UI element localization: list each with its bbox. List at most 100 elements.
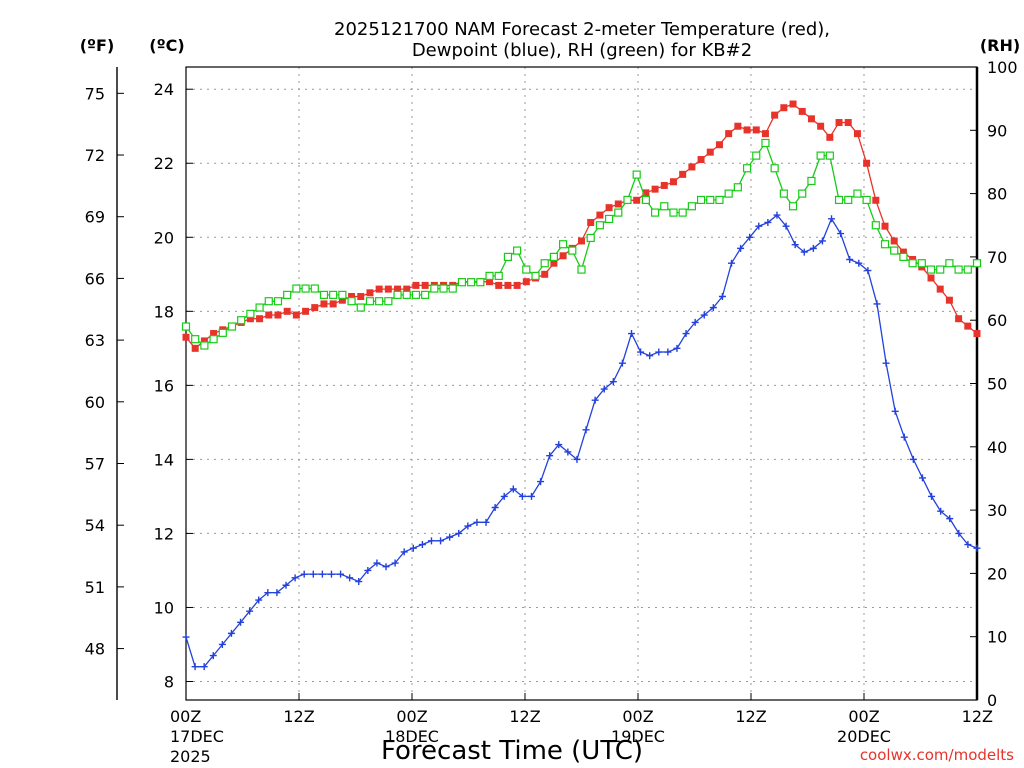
- temperature-point: [587, 218, 595, 226]
- celsius-tick-label: 20: [154, 228, 174, 247]
- rh-point: [402, 290, 411, 299]
- dewpoint-point: [455, 529, 463, 537]
- dewpoint-point: [237, 618, 245, 626]
- x-tick-label-time: 00Z: [170, 707, 201, 726]
- rh-point: [936, 265, 945, 274]
- dewpoint-point: [882, 359, 890, 367]
- x-tick-label-date: 19DEC: [611, 727, 665, 746]
- dewpoint-point: [682, 330, 690, 338]
- dewpoint-point: [464, 522, 472, 530]
- x-tick-label-date: 20DEC: [837, 727, 891, 746]
- dewpoint-point: [555, 441, 563, 449]
- temperature-point: [550, 259, 558, 267]
- celsius-tick-label: 16: [154, 376, 174, 395]
- rh-point: [191, 335, 200, 344]
- temperature-point: [844, 119, 852, 127]
- rh-point: [972, 259, 982, 268]
- dewpoint-point: [346, 574, 354, 582]
- temperature-point: [899, 248, 907, 256]
- fahrenheit-tick-label: 51: [85, 578, 105, 597]
- dewpoint-point: [191, 663, 199, 671]
- fahrenheit-tick-label: 72: [85, 146, 105, 165]
- celsius-tick-label: 24: [154, 80, 174, 99]
- data-series: [181, 100, 982, 671]
- rh-point: [457, 278, 467, 287]
- temperature-point: [200, 337, 208, 345]
- rh-point: [568, 246, 577, 255]
- dewpoint-point: [573, 455, 581, 463]
- temperature-point: [890, 237, 898, 245]
- dewpoint-series: [182, 211, 981, 671]
- rh-point: [908, 259, 917, 268]
- tick-labels: 8 10 12 14 16 18 20 22 24 48 51 54 57 60 63 66 69 72 75 0 10…: [85, 58, 1018, 766]
- dewpoint-point: [946, 515, 954, 523]
- fahrenheit-tick-label: 75: [85, 84, 105, 103]
- rh-point: [227, 322, 237, 331]
- temperature-point: [642, 189, 650, 197]
- temperature-point: [817, 122, 825, 130]
- rh-point: [862, 195, 871, 205]
- fahrenheit-tick-label: 57: [85, 454, 105, 473]
- temperature-point: [596, 211, 604, 219]
- rh-point: [237, 316, 246, 325]
- rh-point: [292, 284, 301, 293]
- rh-point: [742, 164, 752, 173]
- rh-point: [255, 303, 264, 312]
- temperature-point: [669, 178, 677, 186]
- fahrenheit-tick-label: 69: [85, 208, 105, 227]
- rh-point: [963, 265, 972, 274]
- dewpoint-point: [691, 318, 699, 326]
- x-tick-label-time: 00Z: [622, 707, 653, 726]
- dewpoint-point: [291, 574, 299, 582]
- temperature-point: [421, 281, 429, 289]
- dewpoint-point: [582, 426, 590, 434]
- rh-point: [200, 341, 209, 350]
- dewpoint-point: [546, 452, 554, 460]
- rh-point: [513, 246, 522, 255]
- chart-title-line-2: Dewpoint (blue), RH (green) for KB#2: [412, 40, 752, 61]
- temperature-point: [246, 315, 254, 323]
- rh-point: [623, 195, 632, 205]
- fahrenheit-tick-label: 66: [85, 269, 105, 288]
- rh-point: [614, 208, 623, 217]
- dewpoint-point: [791, 241, 799, 249]
- rh-point: [696, 195, 706, 205]
- dewpoint-point: [718, 293, 726, 301]
- temperature-point: [826, 133, 834, 141]
- temperature-point: [403, 285, 411, 293]
- dewpoint-point: [755, 222, 763, 230]
- temperature-point: [798, 107, 806, 115]
- x-tick-label-time: 00Z: [848, 707, 879, 726]
- rh-tick-label: 100: [987, 58, 1018, 77]
- credit-text: coolwx.com/modelts: [860, 746, 1014, 764]
- rh-point: [181, 322, 191, 331]
- dewpoint-point: [527, 492, 535, 500]
- dewpoint-point: [628, 330, 636, 338]
- rh-point: [926, 265, 936, 274]
- rh-point: [549, 252, 559, 261]
- dewpoint-point: [828, 215, 836, 223]
- rh-point: [411, 290, 421, 299]
- rh-unit-label: (RH): [980, 36, 1020, 55]
- rh-point: [954, 265, 963, 274]
- rh-point: [540, 259, 549, 268]
- rh-point: [273, 297, 283, 306]
- temperature-point: [955, 315, 963, 323]
- rh-point: [871, 221, 880, 230]
- dewpoint-point: [837, 230, 845, 238]
- rh-point: [577, 265, 586, 274]
- temperature-point: [384, 285, 392, 293]
- dewpoint-point: [318, 570, 326, 578]
- rh-point: [384, 297, 393, 306]
- dewpoint-point: [300, 570, 308, 578]
- dewpoint-point: [591, 396, 599, 404]
- temperature-point: [210, 330, 218, 338]
- dewpoint-point: [227, 629, 235, 637]
- dewpoint-point: [891, 407, 899, 415]
- dewpoint-point: [873, 300, 881, 308]
- temperature-point: [936, 285, 944, 293]
- temperature-point: [559, 252, 567, 260]
- temperature-point: [513, 281, 521, 289]
- rh-point: [844, 195, 853, 205]
